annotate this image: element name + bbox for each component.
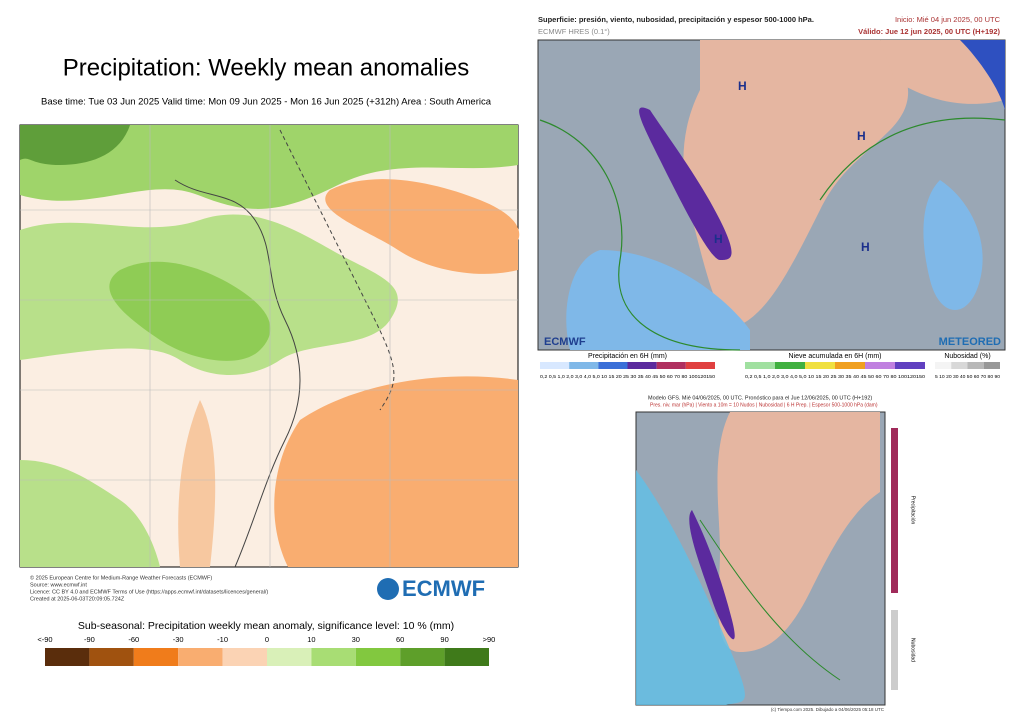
- side-label: Precipitación: [910, 496, 916, 525]
- legend-swatch: [267, 648, 312, 666]
- legend-label: 60: [396, 635, 404, 644]
- legend-swatch: [656, 362, 686, 369]
- high-label: H: [861, 240, 870, 254]
- left-subtitle: Base time: Tue 03 Jun 2025 Valid time: M…: [41, 97, 492, 108]
- credit-line: Created at 2025-06-03T20:09:05.724Z: [30, 596, 125, 602]
- legend-swatch: [444, 648, 489, 666]
- br-title: Modelo GFS. Mié 04/06/2025, 00 UTC. Pron…: [648, 395, 872, 401]
- tr-logo-left: ECMWF: [544, 336, 586, 348]
- legend-title: Nubosidad (%): [944, 353, 990, 360]
- br-precip-bar: [891, 428, 898, 593]
- legend-swatch: [935, 362, 952, 369]
- legend-swatch: [355, 648, 401, 666]
- high-label: H: [738, 79, 747, 93]
- legend-swatch: [805, 362, 835, 369]
- br-footer: (c) Tiempo.com 2025. Dibujado a 04/06/20…: [771, 707, 885, 712]
- legend-label: 30: [352, 635, 360, 644]
- legend-swatch: [89, 648, 134, 666]
- legend-label: -30: [173, 635, 184, 644]
- legend-swatch: [400, 648, 445, 666]
- tr-valid: Válido: Jue 12 jun 2025, 00 UTC (H+192): [858, 27, 1000, 36]
- legend-label: >90: [483, 635, 496, 644]
- br-subtitle: Pres. niv. mar (hPa) | Viento a 10m = 10…: [650, 402, 878, 408]
- legend-scale: 0,2 0,5 1,0 2,0 3,0 4,0 5,0 10 15 20 25 …: [540, 374, 716, 379]
- logo-icon: [377, 578, 399, 600]
- legend-label: 90: [440, 635, 448, 644]
- credits: © 2025 European Centre for Medium-Range …: [30, 574, 268, 602]
- legend-label: -60: [128, 635, 139, 644]
- legend-swatch: [775, 362, 805, 369]
- side-label: Nubosidad: [910, 638, 916, 662]
- tr-legends: Precipitación en 6H (mm) 0,2 0,5 1,0 2,0 …: [540, 353, 1000, 379]
- legend-swatch: [569, 362, 599, 369]
- legend-label: 0: [265, 635, 269, 644]
- legend-swatch: [540, 362, 570, 369]
- legend-swatch: [895, 362, 925, 369]
- legend-swatch: [627, 362, 657, 369]
- legend-label: 10: [307, 635, 315, 644]
- credit-line: Source: www.ecmwf.int: [30, 582, 87, 588]
- legend-swatch: [311, 648, 356, 666]
- left-map: [19, 124, 520, 568]
- legend-swatch: [178, 648, 223, 666]
- left-logo: ECMWF: [402, 576, 485, 601]
- legend-label: -10: [217, 635, 228, 644]
- legend: <-90 -90 -60 -30 -10 0 10 30 60 90 >90: [37, 635, 495, 666]
- br-map: [635, 411, 886, 706]
- legend-swatch: [835, 362, 865, 369]
- legend-label: -90: [84, 635, 95, 644]
- credit-line: © 2025 European Centre for Medium-Range …: [30, 574, 212, 581]
- high-label: H: [714, 232, 723, 246]
- tr-start: Inicio: Mié 04 jun 2025, 00 UTC: [895, 15, 1001, 24]
- legend-swatch: [745, 362, 775, 369]
- left-title: Precipitation: Weekly mean anomalies: [63, 54, 469, 81]
- legend-title: Precipitación en 6H (mm): [588, 353, 667, 360]
- legend-scale: 0,2 0,5 1,0 2,0 3,0 4,0 5,0 10 15 20 25 …: [745, 374, 926, 379]
- legend-title: Nieve acumulada en 6H (mm): [789, 353, 882, 360]
- legend-title: Sub-seasonal: Precipitation weekly mean …: [78, 620, 454, 632]
- legend-swatch: [951, 362, 968, 369]
- legend-swatch: [598, 362, 628, 369]
- tr-model: ECMWF HRES (0.1°): [538, 27, 610, 36]
- br-cloud-bar: [891, 610, 898, 690]
- tr-logo-right: METEORED: [939, 336, 1001, 348]
- legend-swatch: [967, 362, 984, 369]
- legend-label: <-90: [37, 635, 52, 644]
- tr-map: H H H H ECMWF METEORED: [537, 39, 1006, 351]
- legend-swatch: [222, 648, 267, 666]
- legend-scale: 5 10 20 30 40 50 60 70 80 90: [935, 374, 1000, 379]
- legend-swatch: [865, 362, 895, 369]
- high-label: H: [857, 129, 866, 143]
- legend-swatch: [45, 648, 90, 666]
- tr-title: Superficie: presión, viento, nubosidad, …: [538, 15, 814, 24]
- legend-swatch: [983, 362, 1000, 369]
- legend-swatch: [685, 362, 715, 369]
- legend-swatch: [133, 648, 179, 666]
- credit-line: Licence: CC BY 4.0 and ECMWF Terms of Us…: [30, 589, 268, 595]
